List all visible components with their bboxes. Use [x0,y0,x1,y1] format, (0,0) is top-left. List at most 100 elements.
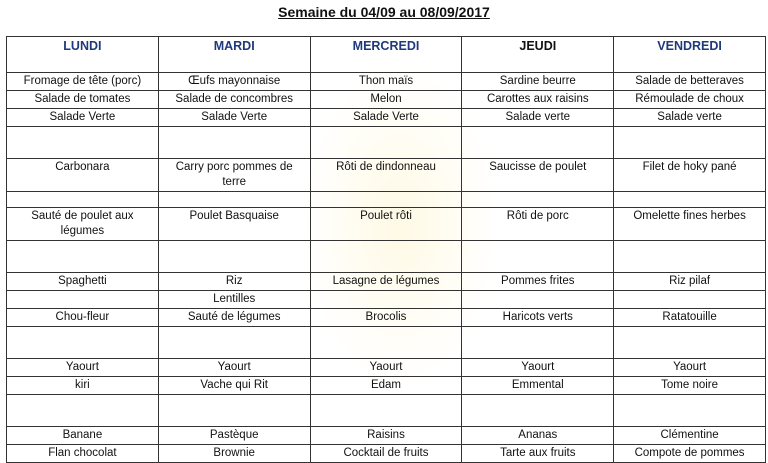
menu-cell [309,326,463,359]
menu-cell [613,240,766,273]
menu-cell [157,191,311,208]
menu-cell [6,240,159,273]
menu-cell: Salade Verte [6,108,159,127]
menu-cell: Brownie [157,444,311,463]
menu-cell [309,394,463,427]
menu-cell: Salade verte [461,108,615,127]
table-row [6,240,766,273]
menu-cell: Brocolis [309,308,463,327]
menu-cell [461,126,615,159]
menu-cell: Lentilles [157,290,311,309]
table-row: Carbonara Carry porc pommes de terre Rôti … [6,158,766,192]
menu-cell: Banane [6,426,159,445]
menu-cell [6,191,159,208]
menu-cell: Ratatouille [613,308,766,327]
menu-cell [157,394,311,427]
table-row [6,394,766,427]
menu-cell [613,126,766,159]
menu-cell: Filet de hoky pané [613,158,766,192]
table-row: Yaourt Yaourt Yaourt Yaourt Yaourt [6,358,766,377]
menu-cell: Raisins [309,426,463,445]
table-row: kiri Vache qui Rit Edam Emmental Tome noire [6,376,766,395]
menu-cell [157,240,311,273]
table-row [6,191,766,208]
menu-cell: Rôti de dindonneau [309,158,463,192]
menu-cell: Pommes frites [461,272,615,291]
menu-cell: Chou-fleur [6,308,159,327]
menu-cell: Riz pilaf [613,272,766,291]
page-title: Semaine du 04/09 au 08/09/2017 [278,4,490,20]
day-header-vendredi: VENDREDI [613,36,766,73]
menu-cell [461,240,615,273]
menu-cell: Clémentine [613,426,766,445]
menu-cell: Edam [309,376,463,395]
day-header-lundi: LUNDI [6,36,159,73]
day-header-jeudi: JEUDI [461,36,615,73]
day-header-mardi: MARDI [157,36,311,73]
menu-cell: Yaourt [613,358,766,377]
menu-cell: Yaourt [461,358,615,377]
table-row: Banane Pastèque Raisins Ananas Clémentine [6,426,766,445]
menu-cell [613,326,766,359]
menu-cell [461,326,615,359]
menu-cell [461,191,615,208]
menu-cell: Rémoulade de choux [613,90,766,109]
menu-cell: Yaourt [157,358,311,377]
menu-cell: kiri [6,376,159,395]
menu-cell [461,290,615,309]
menu-cell: Salade de tomates [6,90,159,109]
menu-cell [309,290,463,309]
menu-cell: Carottes aux raisins [461,90,615,109]
table-row: Salade de tomates Salade de concombres Mel… [6,90,766,109]
menu-cell: Pastèque [157,426,311,445]
menu-cell: Lasagne de légumes [309,272,463,291]
menu-table: LUNDI MARDI MERCREDI JEUDI VENDREDI Fromage d… [6,36,766,463]
menu-cell [6,326,159,359]
menu-cell: Flan chocolat [6,444,159,463]
menu-cell: Fromage de tête (porc) [6,72,159,91]
menu-cell: Salade Verte [309,108,463,127]
menu-cell: Omelette fines herbes [613,207,766,241]
menu-cell: Carry porc pommes de terre [157,158,311,192]
menu-cell: Salade Verte [157,108,311,127]
menu-cell [613,191,766,208]
day-header-mercredi: MERCREDI [309,36,463,73]
menu-cell: Salade de betteraves [613,72,766,91]
menu-cell [613,394,766,427]
menu-cell: Salade de concombres [157,90,311,109]
menu-cell [6,290,159,309]
menu-cell: Riz [157,272,311,291]
menu-cell: Tome noire [613,376,766,395]
menu-cell: Vache qui Rit [157,376,311,395]
menu-cell [157,326,311,359]
menu-cell [461,394,615,427]
menu-cell: Ananas [461,426,615,445]
menu-cell: Spaghetti [6,272,159,291]
menu-cell: Sauté de légumes [157,308,311,327]
menu-cell: Haricots verts [461,308,615,327]
menu-cell: Poulet Basquaise [157,207,311,241]
menu-cell [309,191,463,208]
menu-cell: Thon maïs [309,72,463,91]
table-row: Sauté de poulet aux légumes Poulet Basqua… [6,207,766,241]
menu-cell: Melon [309,90,463,109]
menu-cell [157,126,311,159]
table-row: Flan chocolat Brownie Cocktail de fruits Ta… [6,444,766,463]
menu-cell: Yaourt [6,358,159,377]
menu-cell: Carbonara [6,158,159,192]
menu-cell [6,394,159,427]
menu-cell [309,126,463,159]
menu-cell: Emmental [461,376,615,395]
table-row: Fromage de tête (porc) Œufs mayonnaise Tho… [6,72,766,91]
menu-cell: Yaourt [309,358,463,377]
menu-cell [613,290,766,309]
menu-cell: Sauté de poulet aux légumes [6,207,159,241]
menu-cell [309,240,463,273]
menu-cell: Cocktail de fruits [309,444,463,463]
menu-cell: Sardine beurre [461,72,615,91]
menu-cell: Rôti de porc [461,207,615,241]
table-row [6,126,766,159]
table-row: Lentilles [6,290,766,309]
menu-cell: Compote de pommes [613,444,766,463]
table-row: Spaghetti Riz Lasagne de légumes Pommes fri… [6,272,766,291]
